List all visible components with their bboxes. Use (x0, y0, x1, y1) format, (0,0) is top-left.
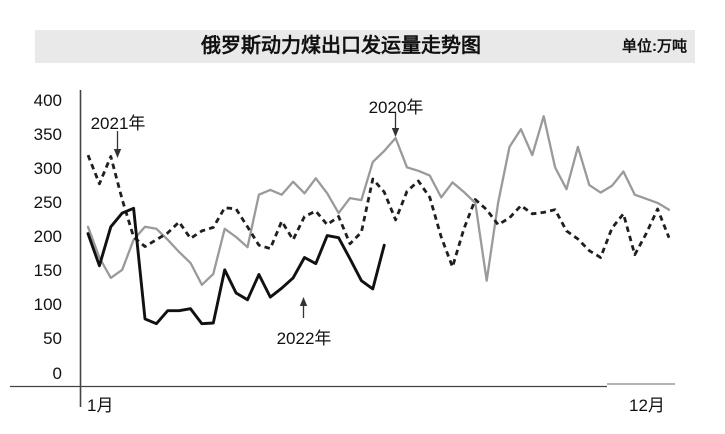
y-tick-label-350: 350 (33, 124, 62, 144)
series-line-2020年 (86, 115, 671, 286)
annotation-2022: 2022年 (276, 329, 332, 348)
annotation-2020: 2020年 (368, 98, 424, 117)
annotation-2021: 2021年 (90, 114, 146, 133)
y-tick-label-300: 300 (33, 158, 62, 178)
y-tick-label-400: 400 (33, 90, 62, 110)
y-tick-label-0: 0 (52, 363, 62, 383)
y-tick-label-200: 200 (33, 227, 62, 246)
y-tick-label-150: 150 (33, 261, 62, 281)
series-group (86, 115, 671, 326)
y-tick-label-100: 100 (33, 295, 62, 315)
arrow-down-2020-icon (391, 113, 400, 137)
arrow-up-2022-icon (299, 297, 308, 318)
series-line-2022年 (86, 206, 386, 326)
unit-label: 单位:万吨 (622, 38, 687, 55)
header-bar: 俄罗斯动力煤出口发运量走势图 单位:万吨 (35, 30, 695, 63)
chart-title: 俄罗斯动力煤出口发运量走势图 (201, 35, 481, 57)
arrow-down-2021-icon (113, 131, 122, 158)
x-axis-label-dec: 12月 (629, 396, 665, 415)
series-line-2021年 (86, 154, 671, 269)
y-tick-label-50: 50 (43, 329, 62, 349)
x-axis-label-jan: 1月 (87, 396, 114, 415)
y-tick-label-250: 250 (33, 192, 62, 212)
